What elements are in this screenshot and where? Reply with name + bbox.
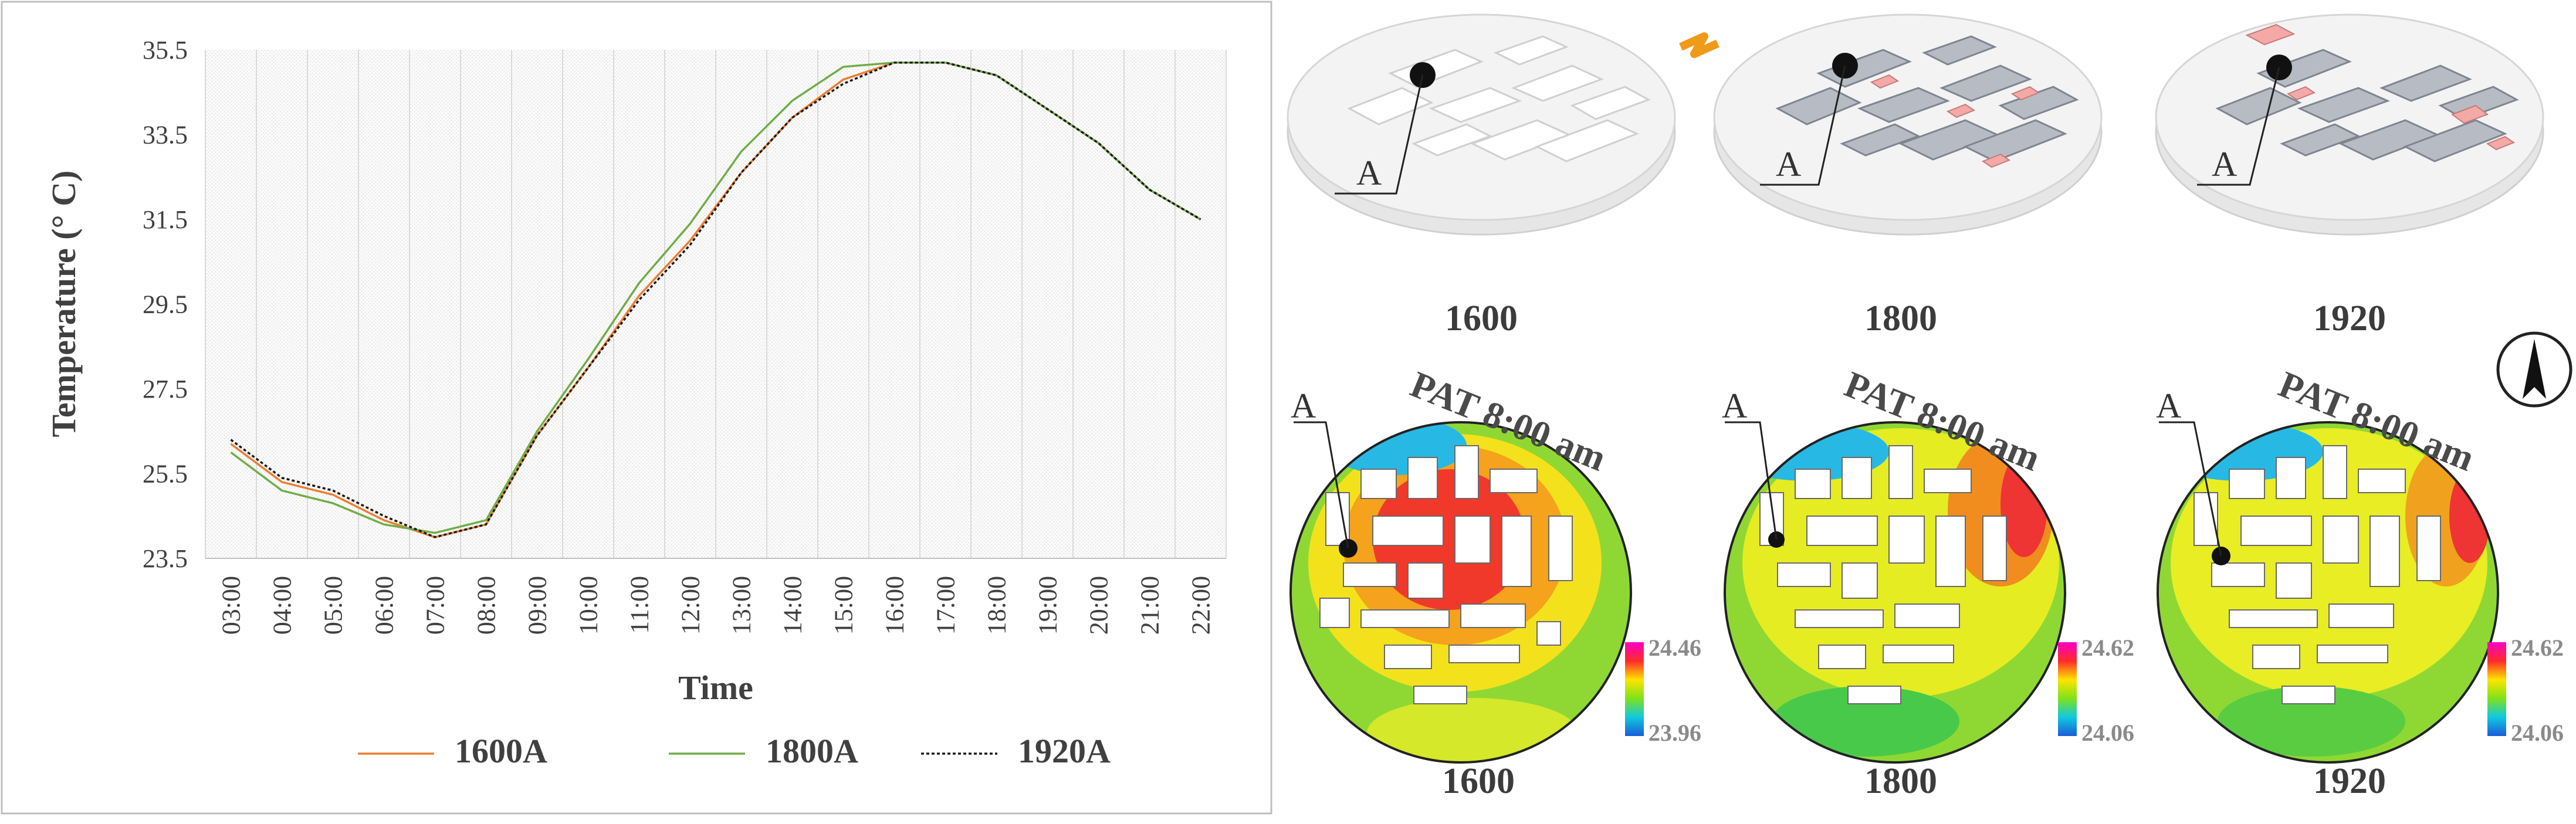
legend-label: 1600A — [455, 732, 547, 770]
y-axis-ticks: 35.5 33.5 31.5 29.5 27.5 25.5 23.5 — [143, 36, 188, 573]
color-scale-bar — [2487, 642, 2506, 736]
y-tick-label: 25.5 — [143, 460, 188, 489]
legend-label: 1920A — [1018, 732, 1111, 770]
axonometric-label-1920: 1920 — [2313, 299, 2386, 338]
point-a-label: A — [1722, 386, 1747, 425]
scale-max: 24.46 — [1648, 635, 1701, 661]
axonometric-model-1600: A — [1287, 13, 1676, 236]
scale-min: 23.96 — [1648, 720, 1701, 746]
x-tick-label: 10:00 — [574, 576, 603, 635]
pat-map-label-1600: 1600 — [1442, 761, 1515, 801]
color-scale-bar — [2058, 642, 2077, 736]
temperature-line-chart: 35.533.531.529.527.525.523.5 03:00 04:00 0… — [1, 1, 1272, 815]
x-tick-label: 16:00 — [881, 576, 909, 635]
x-tick-label: 14:00 — [778, 576, 807, 635]
pat-map-1920: A PAT 8:00 am 24.62 24.06 — [2156, 363, 2564, 764]
y-tick-label: 33.5 — [143, 121, 188, 150]
x-tick-label: 18:00 — [983, 576, 1011, 635]
point-a-label: A — [1291, 386, 1316, 425]
x-axis-ticks: 03:00 04:00 05:00 06:00 07:00 08:00 09:00 10:00… — [217, 576, 1216, 635]
x-tick-label: 21:00 — [1136, 576, 1165, 635]
pat-map-1600: A PAT 8:00 am 24.46 23.96 — [1289, 363, 1701, 764]
axonometric-model-1800: A — [1713, 13, 2103, 236]
y-axis-title: Temperature (° C) — [45, 171, 83, 438]
pat-map-label-1800: 1800 — [1864, 761, 1937, 801]
pat-map-label-1920: 1920 — [2313, 761, 2386, 801]
pat-map-1800: A PAT 8:00 am 24.62 24.06 — [1722, 363, 2134, 764]
y-tick-label: 35.5 — [143, 36, 188, 65]
scale-min: 24.06 — [2081, 720, 2134, 746]
x-tick-label: 06:00 — [370, 576, 399, 635]
north-arrow-icon — [2496, 331, 2572, 408]
color-scale-bar — [1625, 642, 1644, 736]
scale-min: 24.06 — [2511, 720, 2564, 746]
legend: 1600A 1800A 1920A — [358, 732, 1111, 770]
x-tick-label: 04:00 — [268, 576, 297, 635]
axonometric-label-1600: 1600 — [1445, 299, 1518, 338]
x-tick-label: 19:00 — [1034, 576, 1062, 635]
axonometric-model-1920: A — [2155, 13, 2544, 236]
urban-figures: A 1600 — [1287, 13, 2572, 801]
series-line-1920A — [230, 61, 1201, 538]
x-tick-label: 09:00 — [523, 576, 552, 635]
y-tick-label: 29.5 — [143, 290, 188, 319]
point-a-label: A — [2212, 145, 2237, 184]
x-tick-label: 17:00 — [932, 576, 960, 635]
x-tick-label: 22:00 — [1187, 576, 1216, 635]
y-tick-label: 31.5 — [143, 205, 188, 234]
axonometric-label-1800: 1800 — [1864, 299, 1937, 338]
point-a-label: A — [1776, 145, 1801, 184]
x-tick-label: 20:00 — [1085, 576, 1113, 635]
x-tick-label: 15:00 — [830, 576, 858, 635]
scale-max: 24.62 — [2081, 635, 2134, 661]
x-tick-label: 12:00 — [676, 576, 705, 635]
north-indicator-icon — [1679, 32, 1719, 58]
point-a-label: A — [1356, 154, 1382, 192]
urban-model-panel: A 1600 — [1279, 0, 2576, 821]
x-tick-label: 11:00 — [625, 576, 654, 634]
gridlines — [205, 50, 1227, 559]
point-a-label: A — [2156, 386, 2181, 425]
x-tick-label: 05:00 — [319, 576, 348, 635]
y-tick-label: 27.5 — [143, 375, 188, 403]
x-tick-label: 07:00 — [421, 576, 450, 635]
temperature-chart-panel: 35.5 33.5 31.5 29.5 27.5 25.5 23.5 03:00 04:00 0… — [0, 0, 1273, 815]
scale-max: 24.62 — [2511, 635, 2564, 661]
series-lines — [230, 61, 1201, 538]
legend-label: 1800A — [766, 732, 858, 770]
x-tick-label: 13:00 — [727, 576, 756, 635]
y-tick-label: 23.5 — [143, 544, 188, 573]
x-tick-label: 03:00 — [217, 576, 246, 635]
x-tick-label: 08:00 — [472, 576, 501, 635]
x-axis-title: Time — [678, 669, 753, 707]
